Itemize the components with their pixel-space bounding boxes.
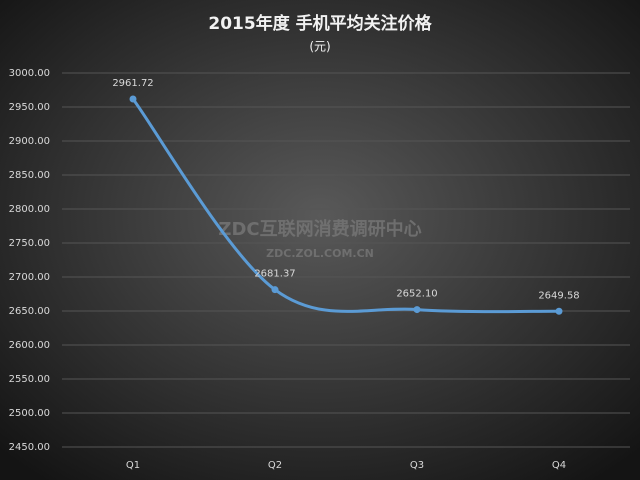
y-tick-label: 2700.00 xyxy=(9,272,50,283)
y-tick-label: 2600.00 xyxy=(9,340,50,351)
data-label: 2652.10 xyxy=(396,289,437,300)
y-tick-label: 2950.00 xyxy=(9,102,50,113)
y-tick-label: 2850.00 xyxy=(9,170,50,181)
y-tick-label: 2450.00 xyxy=(9,442,50,453)
y-tick-label: 2550.00 xyxy=(9,374,50,385)
y-tick-label: 2750.00 xyxy=(9,238,50,249)
x-tick-label: Q3 xyxy=(410,460,424,471)
y-tick-label: 3000.00 xyxy=(9,68,50,79)
data-label: 2681.37 xyxy=(254,269,295,280)
y-tick-label: 2800.00 xyxy=(9,204,50,215)
series-line xyxy=(131,97,561,314)
data-point xyxy=(413,306,421,314)
y-tick-label: 2900.00 xyxy=(9,136,50,147)
data-label: 2649.58 xyxy=(538,290,579,301)
chart-subtitle: (元) xyxy=(309,40,330,54)
watermark: ZDC.ZOL.COM.CN xyxy=(266,247,374,260)
x-tick-label: Q4 xyxy=(552,460,566,471)
data-point xyxy=(555,307,563,315)
data-label: 2961.72 xyxy=(112,78,153,89)
data-point xyxy=(271,286,279,294)
data-point xyxy=(129,95,137,103)
x-tick-label: Q1 xyxy=(126,460,140,471)
x-tick-label: Q2 xyxy=(268,460,282,471)
watermark: ZDC互联网消费调研中心 xyxy=(218,218,421,240)
y-tick-label: 2500.00 xyxy=(9,408,50,419)
y-tick-label: 2650.00 xyxy=(9,306,50,317)
chart-title: 2015年度 手机平均关注价格 xyxy=(208,13,432,34)
